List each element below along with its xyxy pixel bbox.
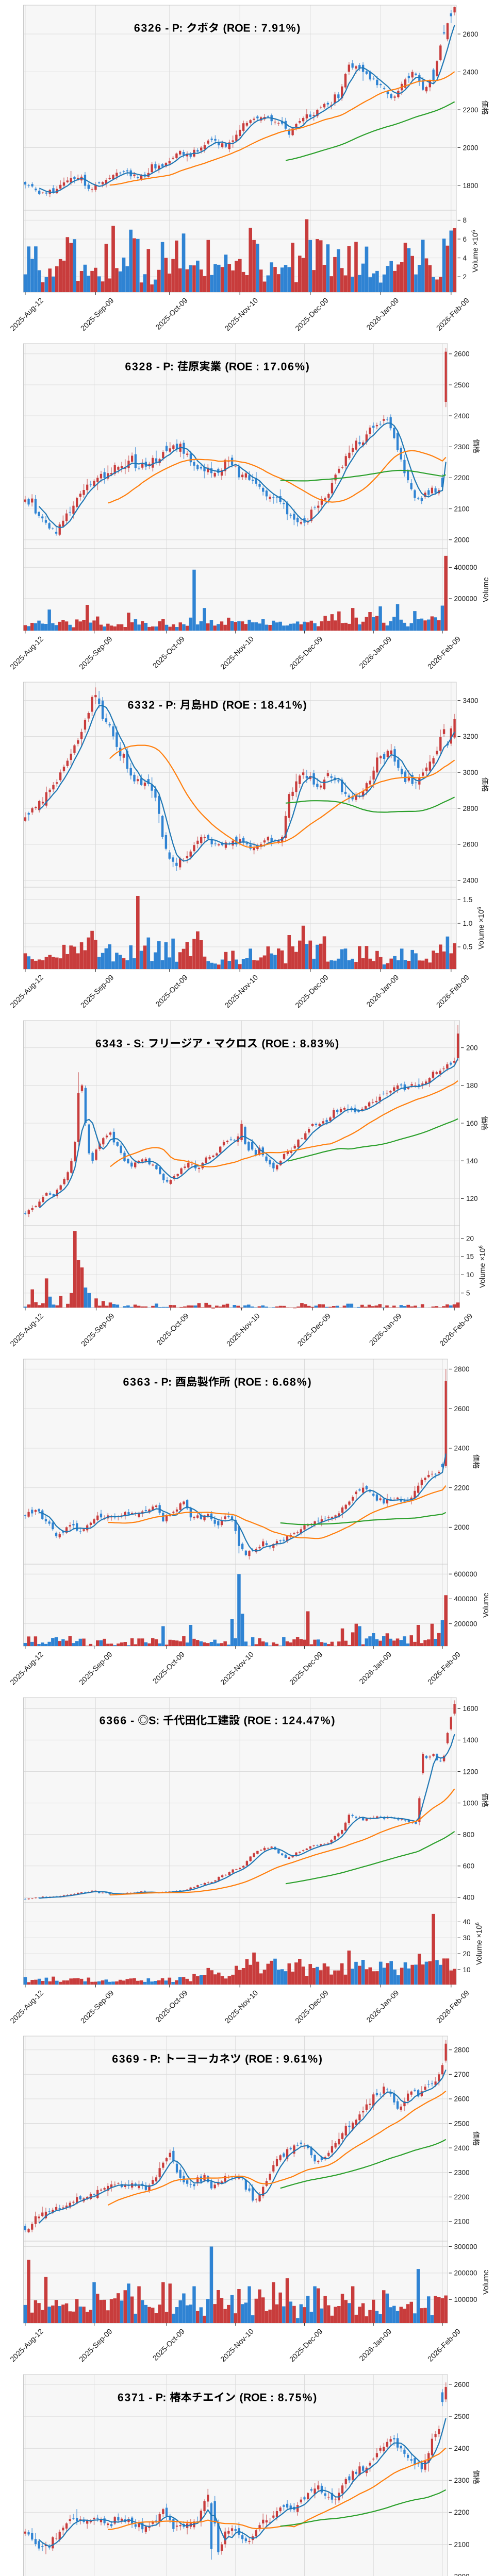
svg-text:Volume: Volume — [482, 1592, 490, 1617]
svg-text:2800: 2800 — [454, 2046, 470, 2054]
svg-text:Volume ×106: Volume ×106 — [477, 907, 486, 950]
svg-text:600: 600 — [463, 1862, 475, 1870]
svg-text:4: 4 — [463, 254, 467, 262]
svg-text:40: 40 — [463, 1918, 471, 1926]
svg-text:1200: 1200 — [463, 1768, 478, 1775]
svg-text:0.5: 0.5 — [463, 943, 473, 951]
svg-text:200: 200 — [466, 1044, 478, 1052]
svg-text:2000: 2000 — [454, 536, 470, 544]
svg-text:2100: 2100 — [454, 2540, 470, 2548]
svg-text:1600: 1600 — [463, 1705, 478, 1713]
svg-text:600000: 600000 — [454, 1570, 477, 1578]
svg-text:3200: 3200 — [463, 733, 478, 740]
svg-text:160: 160 — [466, 1120, 478, 1127]
svg-text:2200: 2200 — [454, 2509, 470, 2516]
svg-text:1800: 1800 — [463, 182, 478, 190]
svg-text:2800: 2800 — [454, 1365, 470, 1373]
svg-text:2600: 2600 — [463, 841, 478, 849]
svg-text:8: 8 — [463, 216, 467, 224]
svg-text:2100: 2100 — [454, 505, 470, 513]
svg-text:400000: 400000 — [454, 1595, 477, 1603]
svg-text:2100: 2100 — [454, 2218, 470, 2226]
svg-text:1400: 1400 — [463, 1736, 478, 1744]
svg-text:2000: 2000 — [454, 1523, 470, 1531]
svg-text:2400: 2400 — [454, 2144, 470, 2152]
svg-text:2000: 2000 — [463, 144, 478, 151]
svg-text:2000: 2000 — [454, 2572, 470, 2576]
svg-text:1.0: 1.0 — [463, 920, 473, 927]
svg-text:200000: 200000 — [454, 2269, 477, 2277]
svg-text:10: 10 — [466, 1271, 474, 1279]
svg-text:2400: 2400 — [454, 2445, 470, 2452]
svg-text:300000: 300000 — [454, 2243, 477, 2250]
svg-text:Volume: Volume — [482, 577, 490, 602]
svg-text:2200: 2200 — [454, 1484, 470, 1492]
svg-text:2600: 2600 — [454, 1405, 470, 1413]
svg-text:1000: 1000 — [463, 1799, 478, 1807]
svg-text:2700: 2700 — [454, 2071, 470, 2078]
svg-text:2: 2 — [463, 273, 467, 281]
svg-text:2400: 2400 — [454, 412, 470, 420]
svg-text:2400: 2400 — [454, 1445, 470, 1452]
svg-text:3000: 3000 — [463, 769, 478, 776]
svg-text:20: 20 — [466, 1234, 474, 1242]
svg-text:200000: 200000 — [454, 1620, 477, 1628]
svg-text:2500: 2500 — [454, 2120, 470, 2127]
svg-text:2400: 2400 — [463, 68, 478, 76]
svg-text:800: 800 — [463, 1831, 475, 1839]
svg-text:2300: 2300 — [454, 443, 470, 451]
svg-text:2200: 2200 — [454, 2193, 470, 2201]
svg-text:180: 180 — [466, 1082, 478, 1090]
svg-text:2800: 2800 — [463, 805, 478, 812]
svg-text:400: 400 — [463, 1894, 475, 1902]
svg-text:20: 20 — [463, 1950, 471, 1958]
svg-text:2200: 2200 — [454, 474, 470, 482]
svg-text:2500: 2500 — [454, 381, 470, 389]
svg-text:2400: 2400 — [463, 876, 478, 884]
svg-text:2300: 2300 — [454, 2477, 470, 2484]
svg-text:400000: 400000 — [454, 564, 477, 571]
svg-text:2600: 2600 — [454, 2381, 470, 2388]
svg-text:6: 6 — [463, 235, 467, 243]
svg-text:30: 30 — [463, 1934, 471, 1942]
svg-text:Volume ×106: Volume ×106 — [471, 230, 480, 273]
svg-text:100000: 100000 — [454, 2296, 477, 2303]
svg-text:Volume ×106: Volume ×106 — [475, 1922, 484, 1965]
svg-text:2600: 2600 — [454, 2095, 470, 2103]
svg-text:3400: 3400 — [463, 697, 478, 704]
svg-text:200000: 200000 — [454, 595, 477, 603]
svg-text:Volume: Volume — [482, 2269, 490, 2294]
svg-text:15: 15 — [466, 1253, 474, 1261]
svg-text:2500: 2500 — [454, 2413, 470, 2420]
svg-text:140: 140 — [466, 1157, 478, 1165]
svg-text:1.5: 1.5 — [463, 896, 473, 904]
svg-text:120: 120 — [466, 1195, 478, 1202]
svg-text:Volume ×106: Volume ×106 — [478, 1245, 487, 1288]
svg-text:2600: 2600 — [454, 350, 470, 358]
svg-text:2200: 2200 — [463, 106, 478, 114]
svg-text:5: 5 — [466, 1290, 470, 1297]
svg-text:2600: 2600 — [463, 30, 478, 38]
svg-text:10: 10 — [463, 1966, 471, 1974]
svg-text:2300: 2300 — [454, 2169, 470, 2177]
